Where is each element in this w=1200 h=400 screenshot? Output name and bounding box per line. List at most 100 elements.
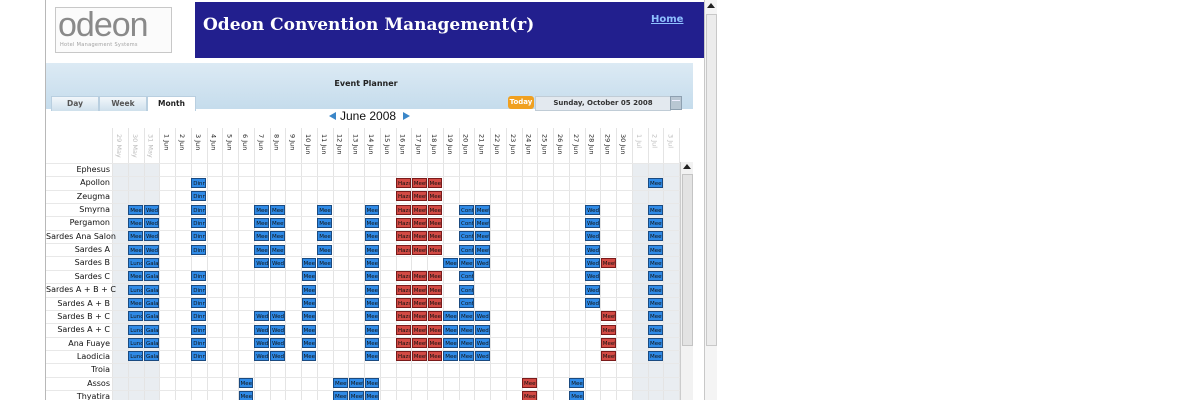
window-scroll-up-icon[interactable] xyxy=(707,3,715,8)
event-block[interactable]: Meeti xyxy=(364,351,380,362)
day-column-header[interactable]: 28 Jun xyxy=(585,134,600,162)
day-column-header[interactable]: 21 Jun xyxy=(474,134,489,162)
event-block[interactable]: Hazı xyxy=(396,298,411,308)
event-block[interactable]: Meeti xyxy=(443,324,458,335)
day-column-header[interactable]: 13 Jun xyxy=(348,134,363,162)
event-block[interactable]: Meeti xyxy=(474,217,490,228)
event-block[interactable]: Meeti xyxy=(301,338,317,349)
event-block[interactable]: Weda xyxy=(270,338,285,349)
next-month-arrow-icon[interactable] xyxy=(403,112,410,120)
event-block[interactable]: Meeti xyxy=(348,378,364,389)
event-block[interactable]: Weda xyxy=(474,257,490,268)
event-block[interactable]: Weda xyxy=(585,244,600,255)
event-block[interactable]: Hazı xyxy=(396,284,411,295)
event-block[interactable]: Meeti xyxy=(364,338,380,349)
event-block[interactable]: Dinn xyxy=(191,191,206,202)
event-block[interactable]: Weda xyxy=(254,351,269,362)
event-block[interactable]: Meeti xyxy=(648,231,663,242)
grid-scrollbar[interactable] xyxy=(680,162,693,400)
day-column-header[interactable]: 29 Jun xyxy=(600,134,615,162)
event-block[interactable]: Meeti xyxy=(364,244,380,255)
window-scroll-thumb[interactable] xyxy=(706,14,717,346)
event-block[interactable]: Weda xyxy=(254,311,269,322)
event-block[interactable]: Meeti xyxy=(427,284,443,295)
event-block[interactable]: Weda xyxy=(474,351,490,362)
event-block[interactable]: Hazı xyxy=(396,191,411,202)
today-button[interactable]: Today xyxy=(508,96,534,109)
event-block[interactable]: Hazı xyxy=(396,351,411,362)
event-block[interactable]: Meeti xyxy=(427,311,443,322)
event-block[interactable]: Gala xyxy=(144,324,159,335)
event-block[interactable]: Meeti xyxy=(317,244,332,255)
event-block[interactable]: Meeti xyxy=(301,271,317,282)
event-block[interactable]: Weda xyxy=(585,257,600,268)
event-block[interactable]: Meeti xyxy=(411,244,427,255)
day-column-header[interactable]: 10 Jun xyxy=(301,134,316,162)
event-block[interactable]: Weda xyxy=(144,204,159,215)
event-block[interactable]: Meeti xyxy=(317,231,332,242)
event-block[interactable]: Gala xyxy=(144,311,159,322)
day-column-header[interactable]: 15 Jun xyxy=(380,134,395,162)
day-column-header[interactable]: 20 Jun xyxy=(459,134,474,162)
event-block[interactable]: Weda xyxy=(254,257,269,268)
day-column-header[interactable]: 30 Jun xyxy=(616,134,631,162)
event-block[interactable]: Dinn xyxy=(191,324,206,335)
calendar-icon[interactable] xyxy=(670,96,682,110)
event-block[interactable]: Meeti xyxy=(364,271,380,282)
event-block[interactable]: Meeti xyxy=(648,204,663,215)
day-column-header[interactable]: 23 Jun xyxy=(506,134,521,162)
event-block[interactable]: Gala xyxy=(144,257,159,268)
scroll-thumb[interactable] xyxy=(682,174,693,346)
event-block[interactable]: Conf xyxy=(459,217,474,228)
scroll-up-arrow-icon[interactable] xyxy=(683,164,691,169)
event-block[interactable]: Meeti xyxy=(648,244,663,255)
event-block[interactable]: Dinn xyxy=(191,271,206,282)
company-logo[interactable]: odeon Hotel Management Systems xyxy=(55,6,172,53)
event-block[interactable]: Meeti xyxy=(270,244,285,255)
prev-month-arrow-icon[interactable] xyxy=(329,112,336,120)
event-block[interactable]: Meeti xyxy=(128,271,143,282)
event-block[interactable]: Meeti xyxy=(317,257,332,268)
event-block[interactable]: Weda xyxy=(254,324,269,335)
day-column-header[interactable]: 22 Jun xyxy=(490,134,505,162)
event-block[interactable]: Meeti xyxy=(411,338,427,349)
event-block[interactable]: Meeti xyxy=(364,257,380,268)
day-column-header[interactable]: 7 Jun xyxy=(254,134,269,162)
event-block[interactable]: Meeti xyxy=(348,391,364,400)
event-block[interactable]: Meeti xyxy=(427,271,443,282)
tab-month[interactable]: Month xyxy=(147,96,196,111)
event-block[interactable]: Meeti xyxy=(301,324,317,335)
event-block[interactable]: Meeti xyxy=(648,284,663,295)
event-block[interactable]: Meeti xyxy=(301,284,317,295)
event-block[interactable]: Meeti xyxy=(364,217,380,228)
event-block[interactable]: Meeti xyxy=(459,324,474,335)
event-block[interactable]: Meeti xyxy=(474,244,490,255)
event-block[interactable]: Meeti xyxy=(364,311,380,322)
event-block[interactable]: Hazı xyxy=(396,204,411,215)
event-block[interactable]: Meeti xyxy=(364,391,380,400)
event-block[interactable]: Meeti xyxy=(128,244,143,255)
event-block[interactable]: Meeti xyxy=(427,231,443,242)
event-block[interactable]: Conf xyxy=(459,231,474,242)
event-block[interactable]: Meeti xyxy=(254,231,269,242)
event-block[interactable]: Meeti xyxy=(443,257,458,268)
event-block[interactable]: Dinn xyxy=(191,204,206,215)
day-column-header[interactable]: 9 Jun xyxy=(285,134,300,162)
day-column-header[interactable]: 11 Jun xyxy=(317,134,332,162)
event-block[interactable]: Meeti xyxy=(317,217,332,228)
event-block[interactable]: Meeti xyxy=(648,177,663,188)
event-block[interactable]: Gala xyxy=(144,284,159,295)
event-block[interactable]: Hazı xyxy=(396,244,411,255)
event-block[interactable]: Meeti xyxy=(333,391,348,400)
event-block[interactable]: Dinn xyxy=(191,177,206,188)
event-block[interactable]: Conf xyxy=(459,298,474,308)
event-block[interactable]: Dinn xyxy=(191,338,206,349)
day-column-header[interactable]: 5 Jun xyxy=(222,134,237,162)
event-block[interactable]: Meeti xyxy=(443,311,458,322)
event-block[interactable]: Lunc xyxy=(128,351,143,362)
event-block[interactable]: Meeti xyxy=(600,324,616,335)
event-block[interactable]: Meeti xyxy=(128,231,143,242)
day-column-header[interactable]: 6 Jun xyxy=(238,134,253,162)
event-block[interactable]: Meeti xyxy=(600,257,616,268)
day-column-header[interactable]: 31 May xyxy=(144,134,159,162)
